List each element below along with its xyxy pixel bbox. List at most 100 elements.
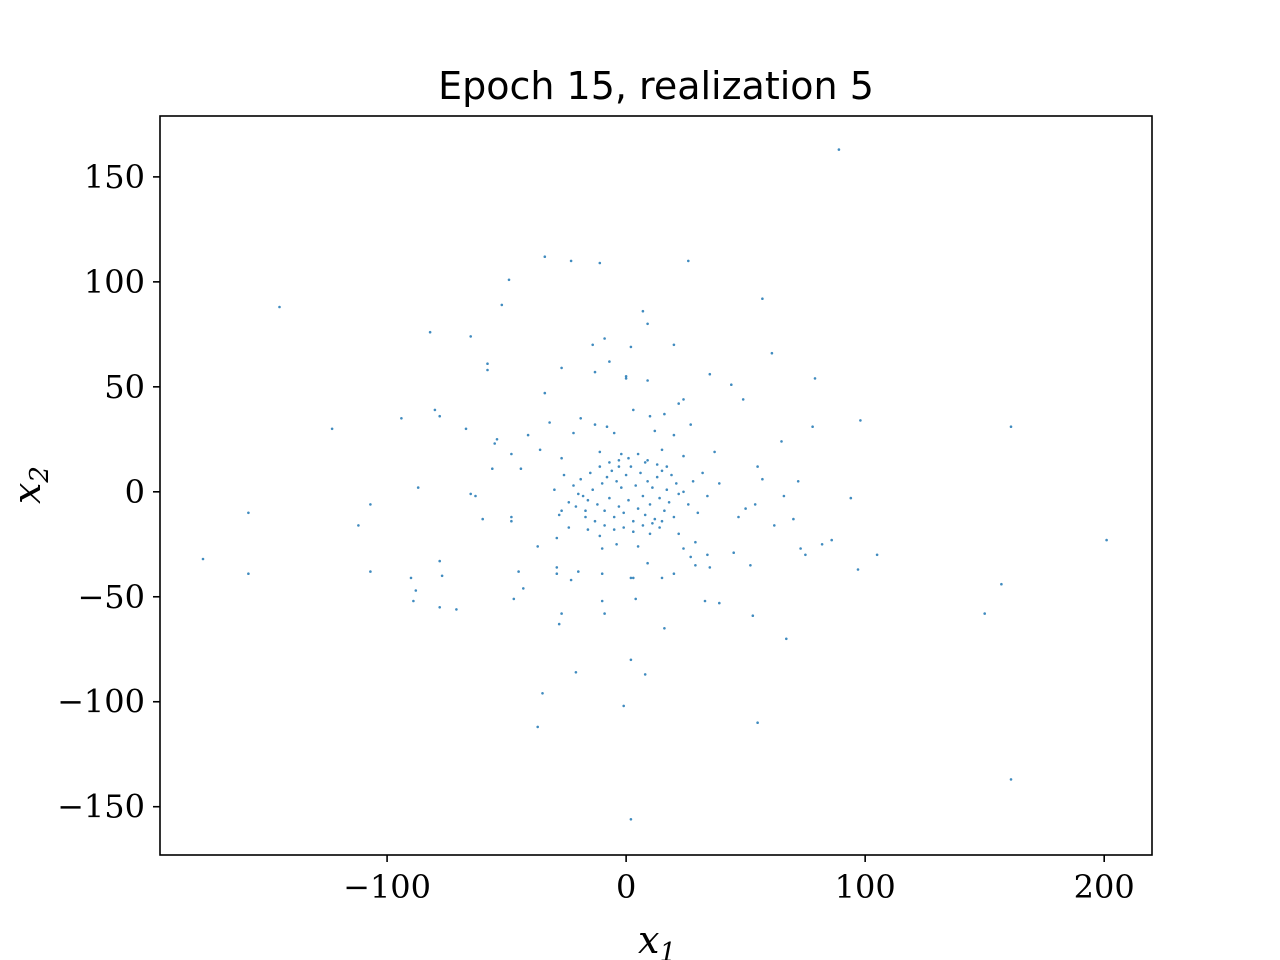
data-point <box>636 452 640 456</box>
data-point <box>608 461 611 464</box>
data-point <box>278 305 281 309</box>
data-point <box>598 261 602 265</box>
y-tick-label: −100 <box>57 683 145 721</box>
y-tick-label: 150 <box>84 158 145 196</box>
data-point <box>701 471 704 475</box>
data-point <box>603 337 606 340</box>
data-point <box>677 402 680 405</box>
data-point <box>677 532 680 536</box>
data-point <box>555 572 559 575</box>
data-point <box>507 278 511 282</box>
data-point <box>837 148 841 151</box>
data-point <box>608 360 611 363</box>
data-point <box>560 509 563 512</box>
data-point <box>646 459 649 462</box>
data-point <box>584 509 587 512</box>
data-point <box>603 509 606 512</box>
data-point <box>804 553 807 557</box>
data-point <box>617 459 621 462</box>
data-point <box>641 309 645 313</box>
data-point <box>706 553 709 557</box>
data-point <box>859 419 862 422</box>
data-point <box>589 471 592 475</box>
data-point <box>536 545 539 548</box>
data-point <box>632 408 635 412</box>
data-point <box>510 452 513 456</box>
data-point <box>469 492 473 496</box>
y-tick-label: −150 <box>57 788 145 826</box>
x-tick-label: 100 <box>835 868 896 906</box>
data-point <box>658 526 661 529</box>
data-point <box>560 456 563 460</box>
data-point <box>603 612 606 615</box>
data-point <box>596 503 599 506</box>
points-layer <box>201 148 1108 821</box>
data-point <box>646 379 649 382</box>
data-point <box>617 465 621 468</box>
data-point <box>694 564 697 567</box>
y-tick-label: −50 <box>77 578 145 616</box>
x-axis-label-main: x <box>638 918 659 960</box>
data-point <box>703 599 707 603</box>
data-point <box>780 440 783 443</box>
data-point <box>1009 425 1013 429</box>
data-point <box>744 507 747 510</box>
data-point <box>636 545 640 548</box>
data-point <box>567 501 571 504</box>
data-point <box>1009 778 1013 781</box>
data-point <box>600 572 604 575</box>
data-point <box>579 477 582 481</box>
data-point <box>600 547 604 550</box>
data-point <box>543 255 547 258</box>
data-point <box>526 433 530 437</box>
data-point <box>562 473 566 477</box>
data-point <box>641 524 645 527</box>
data-point <box>634 484 637 487</box>
data-point <box>629 658 633 662</box>
data-point <box>753 503 757 506</box>
data-point <box>849 496 853 500</box>
data-point <box>756 721 759 724</box>
data-point <box>455 608 458 611</box>
data-point <box>696 511 700 515</box>
data-point <box>612 528 616 531</box>
data-point <box>584 515 587 519</box>
data-point <box>481 517 485 521</box>
data-point <box>440 574 444 578</box>
data-point <box>330 427 334 431</box>
data-point <box>620 452 623 456</box>
data-point <box>560 366 563 370</box>
data-point <box>369 503 372 506</box>
data-point <box>643 513 647 517</box>
data-point <box>689 423 692 426</box>
plot-area <box>159 115 1153 856</box>
data-point <box>675 482 678 485</box>
data-point <box>201 557 205 561</box>
data-point <box>672 515 676 519</box>
x-axis-ticks: −100 0 100 200 <box>343 855 1135 906</box>
data-point <box>682 490 685 494</box>
data-point <box>689 555 692 559</box>
data-point <box>486 362 489 366</box>
data-point <box>491 467 494 471</box>
data-point <box>414 589 418 592</box>
data-point <box>691 480 695 483</box>
data-point <box>512 597 516 601</box>
data-point <box>624 473 628 477</box>
data-point <box>517 570 520 573</box>
data-point <box>632 519 635 523</box>
data-point <box>629 818 633 821</box>
data-point <box>761 297 764 301</box>
data-point <box>660 519 664 523</box>
data-point <box>632 576 635 580</box>
x-tick-label: 200 <box>1074 868 1135 906</box>
data-point <box>603 524 606 527</box>
data-point <box>706 494 709 498</box>
data-point <box>560 612 563 615</box>
data-point <box>493 442 497 445</box>
data-point <box>682 454 685 458</box>
data-point <box>557 622 561 626</box>
data-point <box>409 576 413 580</box>
data-point <box>643 673 647 676</box>
